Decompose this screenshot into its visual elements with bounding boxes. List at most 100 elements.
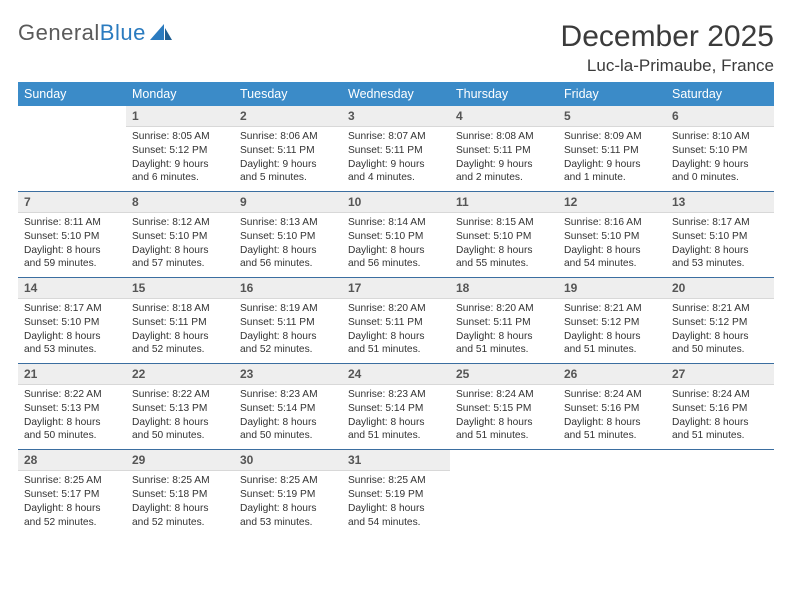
calendar-cell: 9Sunrise: 8:13 AMSunset: 5:10 PMDaylight… bbox=[234, 192, 342, 278]
sunrise-text: Sunrise: 8:06 AM bbox=[240, 130, 336, 144]
sunset-text: Sunset: 5:16 PM bbox=[672, 402, 768, 416]
day-body: Sunrise: 8:14 AMSunset: 5:10 PMDaylight:… bbox=[342, 213, 450, 277]
sunset-text: Sunset: 5:14 PM bbox=[348, 402, 444, 416]
day-body: Sunrise: 8:05 AMSunset: 5:12 PMDaylight:… bbox=[126, 127, 234, 191]
daylight-text: Daylight: 8 hours and 57 minutes. bbox=[132, 244, 228, 272]
day-number: 2 bbox=[234, 106, 342, 127]
day-number: 30 bbox=[234, 450, 342, 471]
day-number: 25 bbox=[450, 364, 558, 385]
sunset-text: Sunset: 5:12 PM bbox=[132, 144, 228, 158]
sunrise-text: Sunrise: 8:13 AM bbox=[240, 216, 336, 230]
sunset-text: Sunset: 5:10 PM bbox=[672, 144, 768, 158]
day-number: 14 bbox=[18, 278, 126, 299]
daylight-text: Daylight: 9 hours and 0 minutes. bbox=[672, 158, 768, 186]
calendar-cell: 6Sunrise: 8:10 AMSunset: 5:10 PMDaylight… bbox=[666, 106, 774, 192]
sunrise-text: Sunrise: 8:11 AM bbox=[24, 216, 120, 230]
header: GeneralBlue December 2025 Luc-la-Primaub… bbox=[18, 20, 774, 76]
month-title: December 2025 bbox=[561, 20, 774, 54]
day-body: Sunrise: 8:18 AMSunset: 5:11 PMDaylight:… bbox=[126, 299, 234, 363]
sunrise-text: Sunrise: 8:21 AM bbox=[672, 302, 768, 316]
daylight-text: Daylight: 8 hours and 51 minutes. bbox=[348, 330, 444, 358]
day-number: 16 bbox=[234, 278, 342, 299]
calendar-cell: 10Sunrise: 8:14 AMSunset: 5:10 PMDayligh… bbox=[342, 192, 450, 278]
calendar-cell: 4Sunrise: 8:08 AMSunset: 5:11 PMDaylight… bbox=[450, 106, 558, 192]
daylight-text: Daylight: 8 hours and 51 minutes. bbox=[564, 416, 660, 444]
sunset-text: Sunset: 5:19 PM bbox=[348, 488, 444, 502]
sunrise-text: Sunrise: 8:17 AM bbox=[672, 216, 768, 230]
daylight-text: Daylight: 8 hours and 52 minutes. bbox=[24, 502, 120, 530]
day-number: 18 bbox=[450, 278, 558, 299]
day-body: Sunrise: 8:25 AMSunset: 5:17 PMDaylight:… bbox=[18, 471, 126, 535]
calendar-cell: 18Sunrise: 8:20 AMSunset: 5:11 PMDayligh… bbox=[450, 278, 558, 364]
daylight-text: Daylight: 8 hours and 54 minutes. bbox=[564, 244, 660, 272]
day-body: Sunrise: 8:13 AMSunset: 5:10 PMDaylight:… bbox=[234, 213, 342, 277]
sunset-text: Sunset: 5:10 PM bbox=[348, 230, 444, 244]
sunrise-text: Sunrise: 8:21 AM bbox=[564, 302, 660, 316]
calendar-cell: 1Sunrise: 8:05 AMSunset: 5:12 PMDaylight… bbox=[126, 106, 234, 192]
sunrise-text: Sunrise: 8:12 AM bbox=[132, 216, 228, 230]
calendar-cell: 30Sunrise: 8:25 AMSunset: 5:19 PMDayligh… bbox=[234, 450, 342, 536]
day-number: 17 bbox=[342, 278, 450, 299]
sunrise-text: Sunrise: 8:22 AM bbox=[132, 388, 228, 402]
day-number: 21 bbox=[18, 364, 126, 385]
sunset-text: Sunset: 5:13 PM bbox=[24, 402, 120, 416]
daylight-text: Daylight: 8 hours and 55 minutes. bbox=[456, 244, 552, 272]
calendar-cell: 29Sunrise: 8:25 AMSunset: 5:18 PMDayligh… bbox=[126, 450, 234, 536]
sunrise-text: Sunrise: 8:25 AM bbox=[348, 474, 444, 488]
calendar-row: 28Sunrise: 8:25 AMSunset: 5:17 PMDayligh… bbox=[18, 450, 774, 536]
day-body: Sunrise: 8:12 AMSunset: 5:10 PMDaylight:… bbox=[126, 213, 234, 277]
daylight-text: Daylight: 8 hours and 53 minutes. bbox=[24, 330, 120, 358]
calendar-row: .1Sunrise: 8:05 AMSunset: 5:12 PMDayligh… bbox=[18, 106, 774, 192]
calendar-head: SundayMondayTuesdayWednesdayThursdayFrid… bbox=[18, 82, 774, 106]
weekday-header: Tuesday bbox=[234, 82, 342, 106]
sunset-text: Sunset: 5:12 PM bbox=[672, 316, 768, 330]
sunrise-text: Sunrise: 8:24 AM bbox=[456, 388, 552, 402]
day-number: 9 bbox=[234, 192, 342, 213]
title-block: December 2025 Luc-la-Primaube, France bbox=[561, 20, 774, 76]
weekday-header: Wednesday bbox=[342, 82, 450, 106]
calendar-row: 7Sunrise: 8:11 AMSunset: 5:10 PMDaylight… bbox=[18, 192, 774, 278]
sunrise-text: Sunrise: 8:22 AM bbox=[24, 388, 120, 402]
day-body: Sunrise: 8:17 AMSunset: 5:10 PMDaylight:… bbox=[18, 299, 126, 363]
weekday-header: Saturday bbox=[666, 82, 774, 106]
day-body: Sunrise: 8:23 AMSunset: 5:14 PMDaylight:… bbox=[342, 385, 450, 449]
sunset-text: Sunset: 5:17 PM bbox=[24, 488, 120, 502]
day-body: Sunrise: 8:23 AMSunset: 5:14 PMDaylight:… bbox=[234, 385, 342, 449]
sunset-text: Sunset: 5:10 PM bbox=[24, 230, 120, 244]
calendar-cell: . bbox=[18, 106, 126, 192]
daylight-text: Daylight: 8 hours and 56 minutes. bbox=[240, 244, 336, 272]
day-body: Sunrise: 8:19 AMSunset: 5:11 PMDaylight:… bbox=[234, 299, 342, 363]
daylight-text: Daylight: 8 hours and 59 minutes. bbox=[24, 244, 120, 272]
sunset-text: Sunset: 5:10 PM bbox=[132, 230, 228, 244]
daylight-text: Daylight: 8 hours and 52 minutes. bbox=[240, 330, 336, 358]
calendar-cell: 8Sunrise: 8:12 AMSunset: 5:10 PMDaylight… bbox=[126, 192, 234, 278]
logo: GeneralBlue bbox=[18, 20, 172, 46]
daylight-text: Daylight: 8 hours and 53 minutes. bbox=[672, 244, 768, 272]
daylight-text: Daylight: 9 hours and 6 minutes. bbox=[132, 158, 228, 186]
calendar-cell: 31Sunrise: 8:25 AMSunset: 5:19 PMDayligh… bbox=[342, 450, 450, 536]
day-number: 4 bbox=[450, 106, 558, 127]
sunset-text: Sunset: 5:14 PM bbox=[240, 402, 336, 416]
daylight-text: Daylight: 8 hours and 50 minutes. bbox=[24, 416, 120, 444]
sunset-text: Sunset: 5:15 PM bbox=[456, 402, 552, 416]
day-number: 11 bbox=[450, 192, 558, 213]
daylight-text: Daylight: 8 hours and 52 minutes. bbox=[132, 502, 228, 530]
daylight-text: Daylight: 8 hours and 51 minutes. bbox=[456, 416, 552, 444]
sunset-text: Sunset: 5:11 PM bbox=[240, 316, 336, 330]
sunset-text: Sunset: 5:11 PM bbox=[456, 144, 552, 158]
calendar-cell: 13Sunrise: 8:17 AMSunset: 5:10 PMDayligh… bbox=[666, 192, 774, 278]
calendar-cell: . bbox=[558, 450, 666, 536]
sunset-text: Sunset: 5:19 PM bbox=[240, 488, 336, 502]
weekday-header: Friday bbox=[558, 82, 666, 106]
calendar-cell: 26Sunrise: 8:24 AMSunset: 5:16 PMDayligh… bbox=[558, 364, 666, 450]
day-body: Sunrise: 8:25 AMSunset: 5:19 PMDaylight:… bbox=[342, 471, 450, 535]
calendar-cell: 2Sunrise: 8:06 AMSunset: 5:11 PMDaylight… bbox=[234, 106, 342, 192]
sunrise-text: Sunrise: 8:20 AM bbox=[348, 302, 444, 316]
daylight-text: Daylight: 8 hours and 54 minutes. bbox=[348, 502, 444, 530]
location: Luc-la-Primaube, France bbox=[561, 56, 774, 76]
day-number: 7 bbox=[18, 192, 126, 213]
daylight-text: Daylight: 8 hours and 53 minutes. bbox=[240, 502, 336, 530]
sunrise-text: Sunrise: 8:20 AM bbox=[456, 302, 552, 316]
daylight-text: Daylight: 8 hours and 50 minutes. bbox=[240, 416, 336, 444]
sunset-text: Sunset: 5:10 PM bbox=[240, 230, 336, 244]
